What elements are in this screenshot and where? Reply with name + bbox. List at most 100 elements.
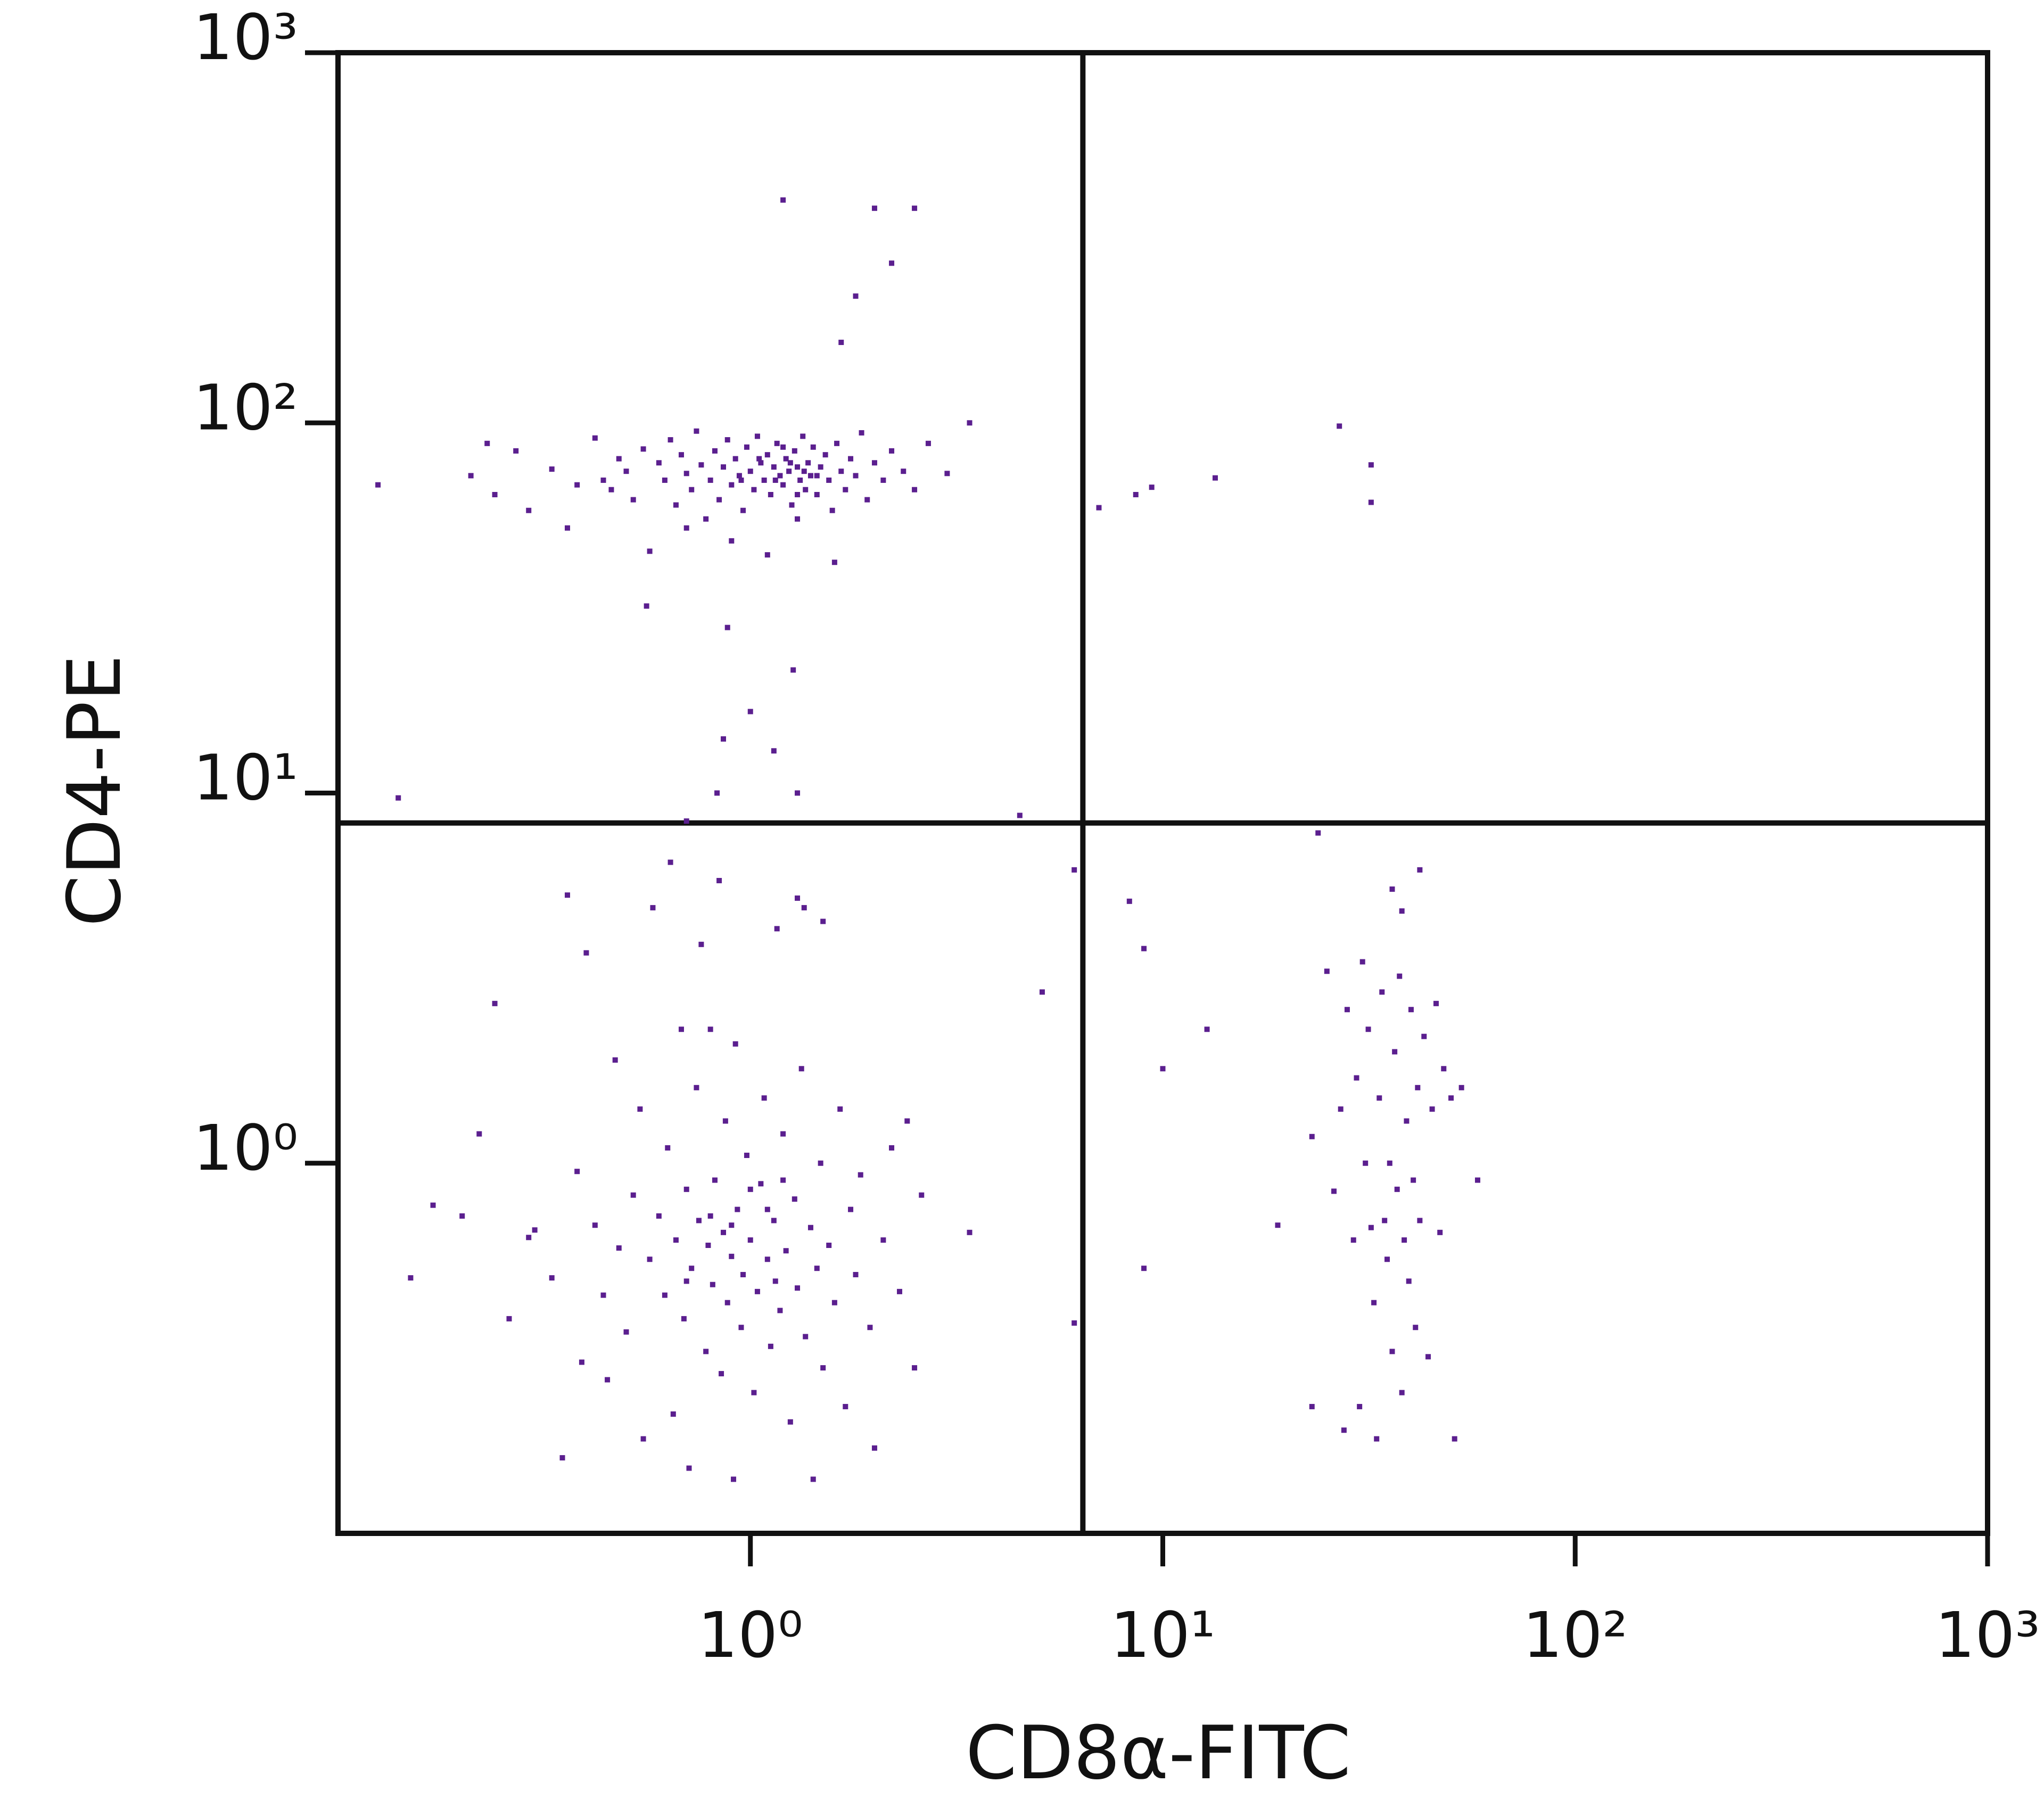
- data-point: [616, 456, 622, 462]
- data-point: [795, 1285, 801, 1291]
- data-point: [650, 905, 656, 910]
- data-point: [925, 440, 931, 446]
- data-point: [532, 1227, 538, 1233]
- data-point: [1133, 492, 1139, 498]
- data-point: [901, 469, 906, 474]
- data-point: [1433, 1000, 1439, 1006]
- data-point: [1309, 1403, 1315, 1409]
- data-point: [719, 1371, 724, 1377]
- data-point: [1350, 1237, 1356, 1243]
- data-point: [740, 507, 746, 513]
- data-point: [1408, 1007, 1414, 1013]
- data-point: [826, 477, 832, 483]
- data-point: [583, 950, 589, 956]
- data-point: [526, 1235, 532, 1241]
- data-point: [732, 1041, 738, 1047]
- data-point: [751, 487, 757, 492]
- data-point: [656, 1213, 662, 1219]
- data-point: [764, 1206, 770, 1212]
- data-point: [777, 1308, 783, 1313]
- data-point: [838, 340, 844, 346]
- data-point: [853, 293, 859, 299]
- data-point: [1397, 973, 1403, 979]
- data-point: [707, 1026, 713, 1032]
- data-point: [761, 477, 767, 483]
- data-point: [698, 462, 704, 468]
- data-point: [716, 497, 722, 503]
- data-point: [694, 1085, 699, 1090]
- data-point: [686, 1465, 692, 1471]
- data-point: [468, 473, 474, 479]
- data-point: [744, 1153, 749, 1159]
- data-point: [1377, 1095, 1382, 1101]
- data-point: [1406, 1278, 1412, 1284]
- data-point: [768, 1343, 773, 1349]
- data-point: [871, 206, 877, 211]
- y-tick-label: 10²: [193, 371, 298, 444]
- data-point: [820, 918, 826, 924]
- data-point: [1374, 1436, 1380, 1442]
- data-point: [1017, 812, 1023, 818]
- data-point: [967, 1229, 972, 1235]
- data-point: [506, 1316, 512, 1321]
- data-point: [662, 1292, 667, 1298]
- data-point: [683, 1278, 689, 1284]
- data-point: [1357, 1403, 1363, 1409]
- data-point: [810, 444, 816, 450]
- data-point: [665, 1145, 671, 1151]
- data-point: [1394, 1186, 1400, 1192]
- data-point: [729, 1253, 735, 1259]
- data-point: [574, 482, 580, 488]
- data-point: [667, 859, 673, 865]
- data-point: [1204, 1026, 1210, 1032]
- data-point: [764, 452, 770, 458]
- data-point: [831, 1300, 837, 1305]
- data-point: [738, 1325, 744, 1331]
- data-point: [670, 1411, 676, 1417]
- data-point: [889, 448, 895, 454]
- data-point: [612, 1057, 618, 1063]
- data-point: [1039, 989, 1045, 995]
- y-tick-label: 10⁰: [193, 1111, 298, 1185]
- data-point: [513, 448, 519, 454]
- data-point: [1359, 959, 1365, 965]
- data-point: [729, 538, 735, 544]
- data-point: [1368, 1225, 1374, 1230]
- data-point: [689, 1266, 695, 1271]
- data-point: [574, 1169, 580, 1175]
- data-point: [810, 1476, 816, 1482]
- data-point: [1417, 867, 1423, 873]
- data-point: [712, 1177, 718, 1183]
- data-point: [1425, 1354, 1431, 1360]
- data-point: [721, 464, 727, 470]
- data-point: [771, 464, 777, 470]
- data-point: [1315, 830, 1321, 836]
- data-point: [564, 525, 570, 531]
- data-point: [564, 892, 570, 898]
- data-point: [747, 1237, 753, 1243]
- data-point: [912, 1365, 918, 1371]
- data-point: [780, 482, 786, 488]
- data-point: [1338, 1106, 1344, 1112]
- data-point: [731, 1476, 737, 1482]
- data-point: [732, 456, 738, 462]
- data-point: [801, 905, 807, 910]
- data-point: [871, 460, 877, 466]
- data-point: [864, 497, 870, 503]
- data-point: [1474, 1177, 1480, 1183]
- y-axis-title: CD4-PE: [52, 655, 137, 927]
- data-point: [683, 1186, 689, 1192]
- data-point: [395, 795, 401, 801]
- data-point: [1458, 1085, 1464, 1090]
- data-point: [780, 1177, 786, 1183]
- data-point: [1141, 946, 1147, 951]
- data-point: [476, 1131, 482, 1137]
- data-point: [805, 460, 811, 466]
- data-point: [771, 1218, 777, 1223]
- data-point: [1441, 1066, 1447, 1072]
- data-point: [721, 736, 727, 742]
- data-point: [814, 1266, 820, 1271]
- data-point: [944, 471, 950, 477]
- data-point: [656, 460, 662, 466]
- data-point: [1072, 867, 1077, 873]
